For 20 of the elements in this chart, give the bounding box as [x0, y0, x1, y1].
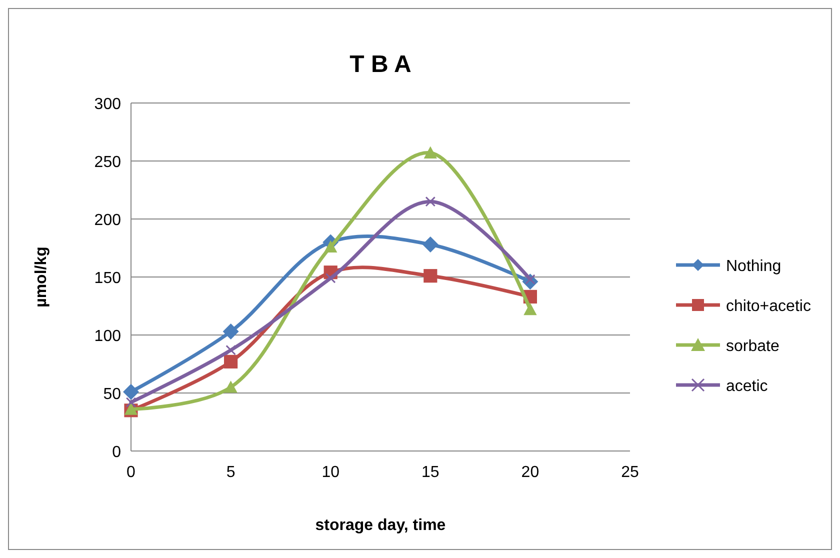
y-tick-label: 0	[112, 444, 122, 461]
y-tick-label: 250	[94, 154, 122, 171]
x-tick-label: 0	[126, 464, 136, 481]
x-axis-title: storage day, time	[315, 517, 446, 534]
x-tick-label: 20	[521, 464, 540, 481]
x-tick-label: 10	[322, 464, 340, 481]
legend-label: chito+acetic	[726, 298, 811, 315]
y-tick-label: 100	[94, 328, 122, 345]
legend-label: sorbate	[726, 338, 780, 355]
y-tick-label: 300	[94, 96, 122, 113]
y-tick-label: 200	[94, 212, 122, 229]
legend-label: acetic	[726, 378, 768, 395]
y-tick-label: 50	[103, 386, 122, 403]
y-tick-label: 150	[94, 270, 122, 287]
y-axis-title: µmol/kg	[33, 246, 50, 308]
x-tick-label: 25	[621, 464, 639, 481]
legend-label: Nothing	[726, 258, 782, 275]
x-tick-label: 15	[422, 464, 440, 481]
chart-title: T B A	[350, 51, 412, 78]
x-tick-label: 5	[226, 464, 236, 481]
